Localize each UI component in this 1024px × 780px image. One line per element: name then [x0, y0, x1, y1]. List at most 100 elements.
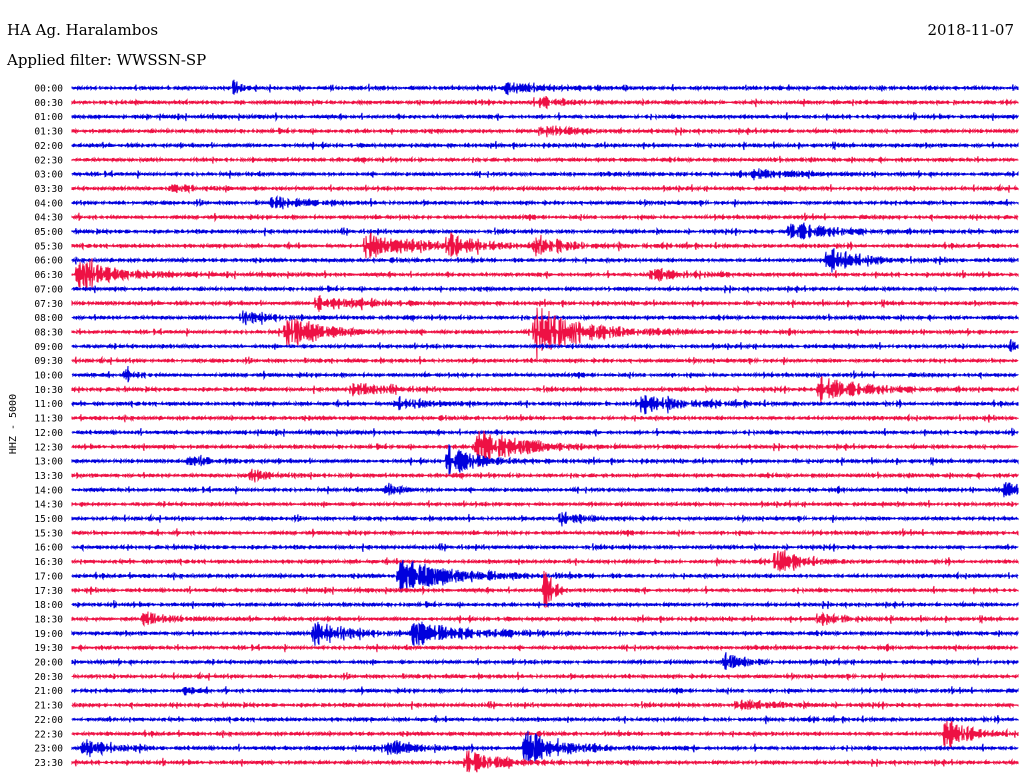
filter-label: Applied filter: WWSSN-SP: [7, 51, 207, 69]
time-label: 21:30: [34, 701, 63, 712]
trace-0800: [71, 310, 1019, 326]
time-label: 12:30: [34, 442, 63, 453]
time-label: 05:00: [34, 227, 63, 238]
traces-group: [71, 79, 1019, 773]
trace-0230: [71, 155, 1019, 165]
time-label: 08:30: [34, 327, 63, 338]
trace-0430: [71, 212, 1019, 223]
time-label: 20:00: [34, 658, 63, 669]
trace-1030: [71, 376, 1019, 403]
time-label: 02:00: [34, 141, 63, 152]
trace-1900: [71, 621, 1019, 647]
trace-1600: [71, 542, 1019, 553]
time-label: 13:00: [34, 457, 63, 468]
time-label: 22:00: [34, 715, 63, 726]
trace-0830: [71, 307, 1019, 363]
trace-0600: [71, 248, 1019, 273]
time-label: 10:00: [34, 371, 63, 382]
trace-1530: [71, 528, 1019, 539]
time-label: 11:30: [34, 414, 63, 425]
time-label: 13:30: [34, 471, 63, 482]
trace-1830: [71, 611, 1019, 628]
trace-0030: [71, 96, 1019, 110]
trace-1700: [71, 559, 1019, 593]
time-label: 08:00: [34, 313, 63, 324]
time-label: 18:30: [34, 614, 63, 625]
time-label: 17:00: [34, 571, 63, 582]
trace-2100: [71, 686, 1019, 696]
trace-1930: [71, 643, 1019, 653]
trace-0000: [71, 79, 1019, 96]
trace-1000: [71, 365, 1019, 383]
time-label: 23:30: [34, 758, 63, 769]
trace-2330: [71, 750, 1019, 773]
trace-1500: [71, 511, 1019, 527]
trace-1400: [71, 481, 1019, 498]
date-label: 2018-11-07: [927, 21, 1014, 39]
trace-0900: [71, 339, 1019, 353]
time-label: 09:30: [34, 356, 63, 367]
time-label: 07:30: [34, 299, 63, 310]
trace-0300: [71, 168, 1019, 181]
trace-0530: [71, 232, 1019, 259]
trace-2000: [71, 652, 1019, 670]
time-label: 17:30: [34, 586, 63, 597]
trace-0200: [71, 140, 1019, 151]
station-title: HA Ag. Haralambos: [7, 21, 159, 39]
time-label: 15:00: [34, 514, 63, 525]
trace-2030: [71, 671, 1019, 681]
trace-0500: [71, 222, 1019, 240]
time-label: 16:00: [34, 543, 63, 554]
trace-2130: [71, 699, 1019, 711]
time-label: 10:30: [34, 385, 63, 396]
trace-1430: [71, 499, 1019, 509]
time-label: 16:30: [34, 557, 63, 568]
time-label: 12:00: [34, 428, 63, 439]
time-label: 00:00: [34, 84, 63, 95]
time-label: 20:30: [34, 672, 63, 683]
trace-1300: [71, 444, 1019, 475]
time-label: 14:00: [34, 485, 63, 496]
time-label: 14:30: [34, 500, 63, 511]
trace-1230: [71, 430, 1019, 467]
time-label: 00:30: [34, 98, 63, 109]
time-label: 18:00: [34, 600, 63, 611]
trace-0130: [71, 125, 1019, 138]
trace-1800: [71, 600, 1019, 610]
time-label: 01:30: [34, 127, 63, 138]
time-label: 19:30: [34, 643, 63, 654]
time-label: 22:30: [34, 729, 63, 740]
trace-0400: [71, 195, 1019, 210]
time-label: 03:30: [34, 184, 63, 195]
trace-1630: [71, 549, 1019, 572]
time-label: 02:30: [34, 155, 63, 166]
time-label: 09:00: [34, 342, 63, 353]
trace-1130: [71, 413, 1019, 423]
time-label: 06:00: [34, 256, 63, 267]
trace-2200: [71, 714, 1019, 725]
trace-0330: [71, 183, 1019, 195]
time-label: 07:00: [34, 284, 63, 295]
time-label: 01:00: [34, 112, 63, 123]
time-label: 04:30: [34, 213, 63, 224]
time-label: 15:30: [34, 528, 63, 539]
time-label: 11:00: [34, 399, 63, 410]
time-label: 19:00: [34, 629, 63, 640]
time-label: 06:30: [34, 270, 63, 281]
trace-1100: [71, 395, 1019, 415]
trace-1330: [71, 468, 1019, 483]
trace-0700: [71, 284, 1019, 294]
time-label: 04:00: [34, 198, 63, 209]
time-label: 05:30: [34, 241, 63, 252]
trace-0930: [71, 355, 1019, 366]
trace-1200: [71, 427, 1019, 438]
trace-2300: [71, 730, 1019, 764]
trace-0730: [71, 294, 1019, 312]
time-label: 21:00: [34, 686, 63, 697]
time-label: 23:00: [34, 744, 63, 755]
y-axis-label: HHZ - 5000: [8, 394, 19, 454]
trace-0100: [71, 112, 1019, 123]
trace-2230: [71, 720, 1019, 748]
time-labels-group: 00:00 00:30 01:00 01:30 02:00 02:30 03:00 03:30…: [34, 84, 63, 769]
